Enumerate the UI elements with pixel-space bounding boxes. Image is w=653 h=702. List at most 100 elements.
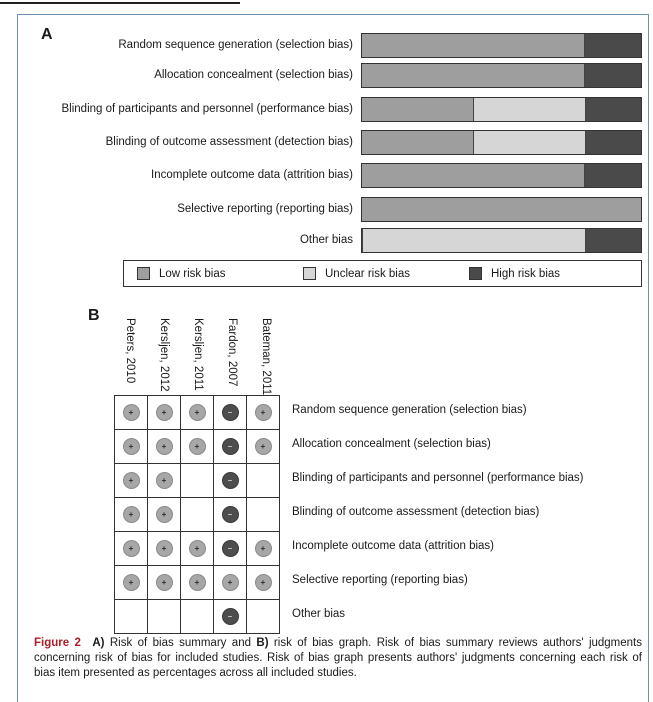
legend-high-swatch	[469, 267, 482, 280]
judgment-cell	[148, 532, 181, 566]
judgment-cell	[181, 498, 214, 532]
bar-segment-unclear	[472, 98, 585, 121]
low-risk-icon	[188, 574, 206, 591]
low-risk-icon	[122, 540, 140, 557]
low-risk-icon	[122, 574, 140, 591]
figure-caption: Figure 2 A) Risk of bias summary and B) …	[34, 636, 642, 681]
judgment-cell	[148, 498, 181, 532]
domain-label: Random sequence generation (selection bi…	[292, 404, 527, 416]
low-risk-icon	[254, 574, 272, 591]
judgment-cell	[148, 430, 181, 464]
risk-of-bias-summary-grid	[114, 395, 280, 634]
low-risk-icon	[155, 506, 173, 523]
judgment-cell	[214, 430, 247, 464]
bar-row	[361, 97, 642, 122]
low-risk-icon	[122, 506, 140, 523]
domain-label: Blinding of participants and personnel (…	[292, 472, 584, 484]
judgment-cell	[247, 600, 280, 634]
caption-a-text: Risk of bias summary and	[104, 637, 257, 649]
bar-label: Selective reporting (reporting bias)	[177, 203, 353, 215]
judgment-cell	[247, 396, 280, 430]
caption-a-marker: A)	[92, 637, 105, 649]
judgment-cell	[115, 566, 148, 600]
bar-row	[361, 228, 642, 253]
study-name: Kersljen, 2011	[192, 318, 204, 391]
caption-b-text: risk of bias graph. Risk of bias summary…	[34, 637, 643, 679]
judgment-cell	[181, 396, 214, 430]
panel-a-label: A	[41, 26, 53, 43]
legend: Low risk bias Unclear risk bias High ris…	[123, 260, 642, 287]
legend-high: High risk bias	[469, 267, 560, 280]
high-risk-icon	[221, 438, 239, 455]
low-risk-icon	[155, 574, 173, 591]
bar-row	[361, 63, 642, 88]
domain-label: Selective reporting (reporting bias)	[292, 574, 468, 586]
panel-b-label: B	[88, 307, 100, 324]
bar-segment-high	[584, 164, 641, 187]
low-risk-icon	[188, 540, 206, 557]
bar-row	[361, 197, 642, 222]
judgment-cell	[115, 498, 148, 532]
bar-segment-high	[584, 98, 641, 121]
judgment-cell	[181, 566, 214, 600]
high-risk-icon	[221, 472, 239, 489]
study-header: Peters, 2010	[124, 318, 138, 388]
judgment-cell	[247, 464, 280, 498]
legend-low-label: Low risk bias	[159, 267, 226, 280]
bar-label: Blinding of participants and personnel (…	[61, 103, 354, 115]
bar-label: Allocation concealment (selection bias)	[154, 69, 353, 81]
judgment-cell	[115, 532, 148, 566]
low-risk-icon	[254, 438, 272, 455]
judgment-cell	[214, 396, 247, 430]
low-risk-icon	[188, 438, 206, 455]
low-risk-icon	[188, 404, 206, 421]
bar-row	[361, 163, 642, 188]
judgment-cell	[148, 464, 181, 498]
judgment-cell	[148, 396, 181, 430]
bar-segment-low	[362, 34, 585, 57]
judgment-cell	[181, 430, 214, 464]
bar-segment-unclear	[472, 131, 585, 154]
study-header: Fardon, 2007	[226, 318, 240, 388]
bar-segment-high	[584, 64, 641, 87]
high-risk-icon	[221, 506, 239, 523]
domain-label: Incomplete outcome data (attrition bias)	[292, 540, 494, 552]
judgment-cell	[148, 566, 181, 600]
bar-row	[361, 130, 642, 155]
bar-segment-high	[584, 34, 641, 57]
bar-label: Other bias	[299, 234, 353, 246]
low-risk-icon	[254, 540, 272, 557]
low-risk-icon	[122, 404, 140, 421]
study-header: Bateman, 2011	[260, 318, 274, 395]
low-risk-icon	[155, 472, 173, 489]
judgment-cell	[214, 464, 247, 498]
legend-low: Low risk bias	[137, 267, 225, 280]
legend-unclear: Unclear risk bias	[303, 267, 410, 280]
judgment-cell	[247, 566, 280, 600]
legend-unclear-swatch	[303, 267, 316, 280]
bar-segment-low	[362, 198, 641, 221]
low-risk-icon	[155, 404, 173, 421]
high-risk-icon	[221, 404, 239, 421]
judgment-cell	[214, 566, 247, 600]
bar-segment-low	[362, 131, 473, 154]
bar-segment-high	[584, 131, 641, 154]
judgment-cell	[247, 498, 280, 532]
low-risk-icon	[122, 438, 140, 455]
judgment-cell	[115, 396, 148, 430]
study-header: Kersljen, 2011	[192, 318, 206, 391]
low-risk-icon	[155, 438, 173, 455]
bar-label: Random sequence generation (selection bi…	[118, 39, 353, 51]
bar-segment-high	[584, 229, 641, 252]
study-name: Fardon, 2007	[226, 318, 238, 387]
high-risk-icon	[221, 540, 239, 557]
judgment-cell	[115, 464, 148, 498]
bar-segment-low	[362, 98, 473, 121]
bar-label: Blinding of outcome assessment (detectio…	[105, 136, 353, 148]
judgment-cell	[181, 464, 214, 498]
high-risk-icon	[221, 608, 239, 625]
domain-label: Allocation concealment (selection bias)	[292, 438, 491, 450]
bar-row	[361, 33, 642, 58]
low-risk-icon	[221, 574, 239, 591]
low-risk-icon	[254, 404, 272, 421]
